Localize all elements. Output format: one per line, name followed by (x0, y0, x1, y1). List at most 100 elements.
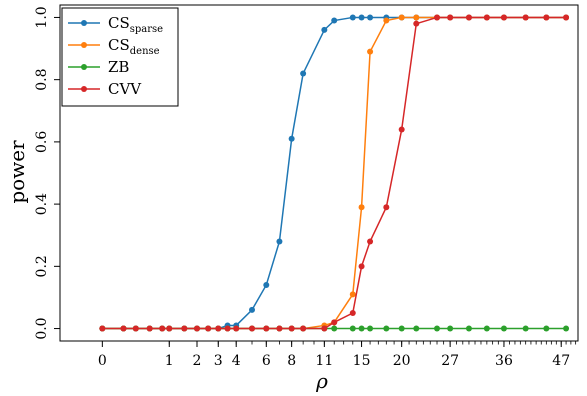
data-point (367, 48, 374, 55)
data-point (398, 126, 405, 133)
x-tick-label: 27 (441, 353, 459, 369)
data-point (349, 310, 356, 316)
y-tick-label: 1.0 (34, 6, 50, 28)
data-point (522, 325, 529, 332)
y-tick-label: 0.8 (34, 69, 50, 91)
data-point (288, 325, 295, 332)
data-point (205, 325, 212, 332)
data-point (383, 325, 390, 332)
x-axis-label: ρ (315, 369, 328, 393)
legend-label: CSsparse (108, 14, 163, 35)
data-point (398, 325, 405, 332)
data-point (120, 325, 127, 332)
data-point (367, 14, 374, 21)
plot-border (59, 4, 579, 342)
x-tick-label: 0 (98, 353, 107, 369)
data-point (543, 14, 550, 21)
data-point (263, 282, 270, 288)
y-axis-ticks: 0.0 0.2 0.4 0.6 0.8 1.0 (34, 6, 60, 340)
data-point (500, 14, 507, 21)
data-point (181, 325, 188, 332)
legend-label: CSdense (108, 36, 160, 57)
data-point (413, 20, 420, 27)
data-point (276, 238, 283, 245)
data-point (224, 325, 231, 332)
data-point (398, 14, 405, 21)
data-point (413, 14, 420, 21)
data-point (249, 306, 256, 313)
legend-swatch-marker (81, 86, 87, 92)
data-point (193, 325, 200, 332)
data-point (349, 291, 356, 298)
data-point (367, 325, 374, 332)
data-point (159, 325, 166, 332)
data-point (99, 325, 106, 332)
data-point (483, 325, 490, 332)
data-point (321, 325, 328, 332)
data-point (263, 325, 270, 332)
data-point (132, 325, 139, 332)
data-point (331, 325, 338, 332)
data-point (483, 14, 490, 21)
data-point (383, 204, 390, 211)
data-point (465, 325, 472, 332)
data-point (300, 325, 307, 332)
data-point (321, 26, 328, 33)
legend-label: ZB (108, 58, 129, 76)
data-point (358, 325, 365, 332)
x-tick-label: 4 (232, 353, 241, 369)
x-tick-label: 20 (393, 353, 411, 369)
data-point (331, 17, 338, 24)
data-point (233, 325, 240, 332)
x-tick-label: 2 (193, 353, 202, 369)
data-point (383, 17, 390, 24)
x-axis-ticks: 0 1 2 3 4 6 8 11 15 20 27 36 47 (98, 341, 577, 369)
x-tick-label: 11 (315, 353, 333, 369)
data-point (465, 14, 472, 21)
data-point (522, 14, 529, 21)
legend-label: CVV (108, 80, 142, 98)
x-tick-label: 6 (262, 353, 271, 369)
data-point (563, 325, 570, 332)
data-point (349, 14, 356, 21)
data-point (358, 263, 365, 270)
data-point (434, 325, 441, 332)
x-tick-label: 1 (165, 353, 174, 369)
data-point (447, 14, 454, 21)
data-point (447, 325, 454, 332)
data-point (367, 238, 374, 245)
data-point (166, 325, 173, 332)
legend-swatch-marker (81, 42, 87, 48)
series-cvv (99, 14, 570, 332)
data-point (543, 325, 550, 332)
data-point (249, 325, 256, 332)
x-tick-label: 47 (552, 353, 570, 369)
data-point (434, 14, 441, 21)
data-point (358, 204, 365, 211)
data-point (349, 325, 356, 332)
y-tick-label: 0.0 (34, 317, 50, 339)
legend-swatch-marker (81, 20, 87, 26)
plot-frame (59, 4, 579, 342)
data-point (146, 325, 153, 332)
data-point (300, 70, 307, 77)
y-tick-label: 0.4 (34, 193, 50, 215)
y-tick-label: 0.2 (34, 255, 50, 277)
data-point (500, 325, 507, 332)
x-tick-label: 36 (495, 353, 513, 369)
y-tick-label: 0.6 (34, 131, 50, 153)
y-axis-label: power (5, 140, 29, 204)
x-tick-label: 8 (287, 353, 296, 369)
x-tick-label: 15 (353, 353, 371, 369)
data-point (215, 325, 222, 332)
data-point (413, 325, 420, 332)
x-tick-label: 3 (214, 353, 223, 369)
data-point (276, 325, 283, 332)
data-point (288, 135, 295, 142)
data-point (358, 14, 365, 21)
legend-swatch-marker (81, 64, 87, 70)
series-layer (99, 14, 570, 332)
data-point (563, 14, 570, 21)
